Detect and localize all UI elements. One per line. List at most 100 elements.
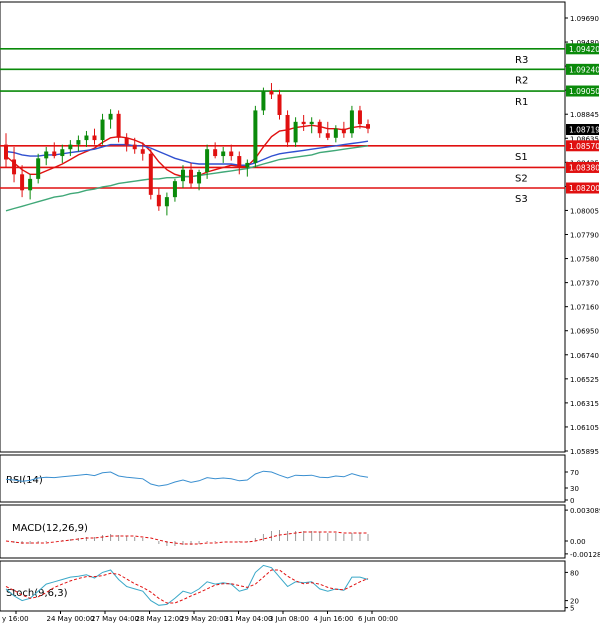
candle-body — [317, 121, 322, 134]
macd-tick-label: -0.001288 — [570, 551, 600, 559]
candle-body — [76, 140, 81, 145]
level-name-s2: S2 — [515, 173, 528, 184]
price-tick-label: 1.08005 — [570, 207, 599, 215]
candle-body — [60, 149, 65, 157]
level-name-s1: S1 — [515, 152, 528, 163]
moving-average-line — [5, 140, 369, 166]
candles — [4, 83, 370, 216]
candle-body — [36, 158, 41, 179]
stoch-main-line — [5, 564, 369, 606]
level-tag-label: 1.08570 — [569, 142, 600, 151]
level-tag-box — [566, 43, 599, 55]
candle-body — [52, 151, 57, 157]
level-tag-box — [566, 182, 599, 194]
price-tick-label: 1.07160 — [570, 304, 599, 312]
candle-body — [197, 172, 202, 184]
time-tick-label: 29 May 20:00 — [180, 615, 228, 623]
candle-body — [172, 181, 177, 198]
candle-body — [44, 151, 49, 159]
price-tick-label: 1.09690 — [570, 15, 599, 23]
candle-body — [156, 194, 161, 207]
price-tick-label: 1.08635 — [570, 135, 599, 143]
candle-body — [108, 113, 113, 120]
rsi-tick-label: 30 — [570, 485, 579, 493]
price-tick-label: 1.06315 — [570, 400, 599, 408]
level-name-s3: S3 — [515, 194, 528, 205]
price-tick-label: 1.07790 — [570, 232, 599, 240]
candle-body — [12, 159, 17, 175]
candle-body — [357, 110, 362, 125]
level-tag-label: 1.09240 — [569, 65, 600, 74]
rsi-tick-label: 0 — [570, 497, 574, 505]
macd-tick-label: 0.003089 — [570, 507, 600, 515]
candle-body — [341, 128, 346, 134]
macd-panel-frame — [0, 504, 566, 559]
level-tag-label: 1.09050 — [569, 87, 600, 96]
stoch-tick-label: 80 — [570, 569, 579, 577]
level-tag-label: 1.08380 — [569, 163, 600, 172]
candle-body — [180, 169, 185, 182]
current-price-tag: 1.08719 — [566, 124, 600, 135]
macd-histogram-and-signal — [5, 530, 369, 546]
candle-body — [325, 133, 330, 138]
time-tick-label: 3 Jun 08:00 — [269, 615, 309, 623]
stoch-signal-line — [5, 569, 369, 604]
candle-body — [124, 137, 129, 145]
candle-body — [100, 119, 105, 141]
candle-body — [132, 144, 137, 150]
candle-body — [277, 94, 282, 115]
candle-body — [68, 144, 73, 150]
rsi-tick-label: 70 — [570, 469, 579, 477]
price-tick-label: 1.06525 — [570, 376, 599, 384]
level-tag-label: 1.09420 — [569, 45, 600, 54]
candle-body — [261, 91, 266, 111]
time-tick-label: 27 May 04:00 — [91, 615, 139, 623]
candle-body — [229, 151, 234, 157]
time-tick-label: 31 May 04:00 — [225, 615, 273, 623]
stoch-tick-label: 5 — [570, 605, 574, 613]
candle-body — [349, 110, 354, 134]
level-name-r2: R2 — [515, 75, 528, 86]
price-tick-label: 1.07370 — [570, 280, 599, 288]
price-panel-frame — [0, 1, 566, 453]
candle-body — [189, 169, 194, 184]
candle-body — [164, 197, 169, 207]
macd-tick-label: 0.00 — [570, 538, 586, 546]
time-tick-label: 4 Jun 16:00 — [314, 615, 354, 623]
level-tag-box — [566, 85, 599, 97]
price-tick-label: 1.07580 — [570, 256, 599, 264]
price-tick-label: 1.09480 — [570, 39, 599, 47]
macd-signal-line — [5, 531, 368, 545]
candle-body — [148, 153, 153, 195]
time-tick-label: y 16:00 — [2, 615, 29, 623]
candle-body — [309, 121, 314, 125]
support-resistance-levels: R3 R2 R1 S1 S2 S3 — [0, 48, 565, 205]
candle-body — [253, 110, 258, 163]
candle-body — [116, 113, 121, 138]
level-name-r3: R3 — [515, 55, 528, 66]
candle-body — [84, 135, 89, 141]
level-name-r1: R1 — [515, 97, 528, 108]
candle-body — [221, 151, 226, 157]
candle-body — [140, 149, 145, 154]
candle-body — [237, 156, 242, 168]
level-price-tags: 1.09420 1.09240 1.09050 1.08570 1.08380 1.082… — [566, 43, 600, 194]
stoch-axis: 80 205 — [565, 569, 579, 613]
time-tick-label: 24 May 00:00 — [47, 615, 95, 623]
level-tag-label: 1.08200 — [569, 184, 600, 193]
time-tick-label: 28 May 12:00 — [136, 615, 184, 623]
candle-body — [4, 144, 8, 160]
rsi-line — [5, 470, 369, 487]
level-tag-box — [566, 63, 599, 75]
candle-body — [285, 114, 290, 143]
candle-body — [366, 124, 370, 129]
level-tag-box — [566, 161, 599, 173]
price-tick-label: 1.06740 — [570, 352, 599, 360]
rsi-axis: 70 30 0 — [565, 469, 579, 505]
rsi-panel-frame — [0, 454, 566, 503]
current-price-box — [566, 124, 599, 135]
candle-body — [301, 121, 306, 125]
